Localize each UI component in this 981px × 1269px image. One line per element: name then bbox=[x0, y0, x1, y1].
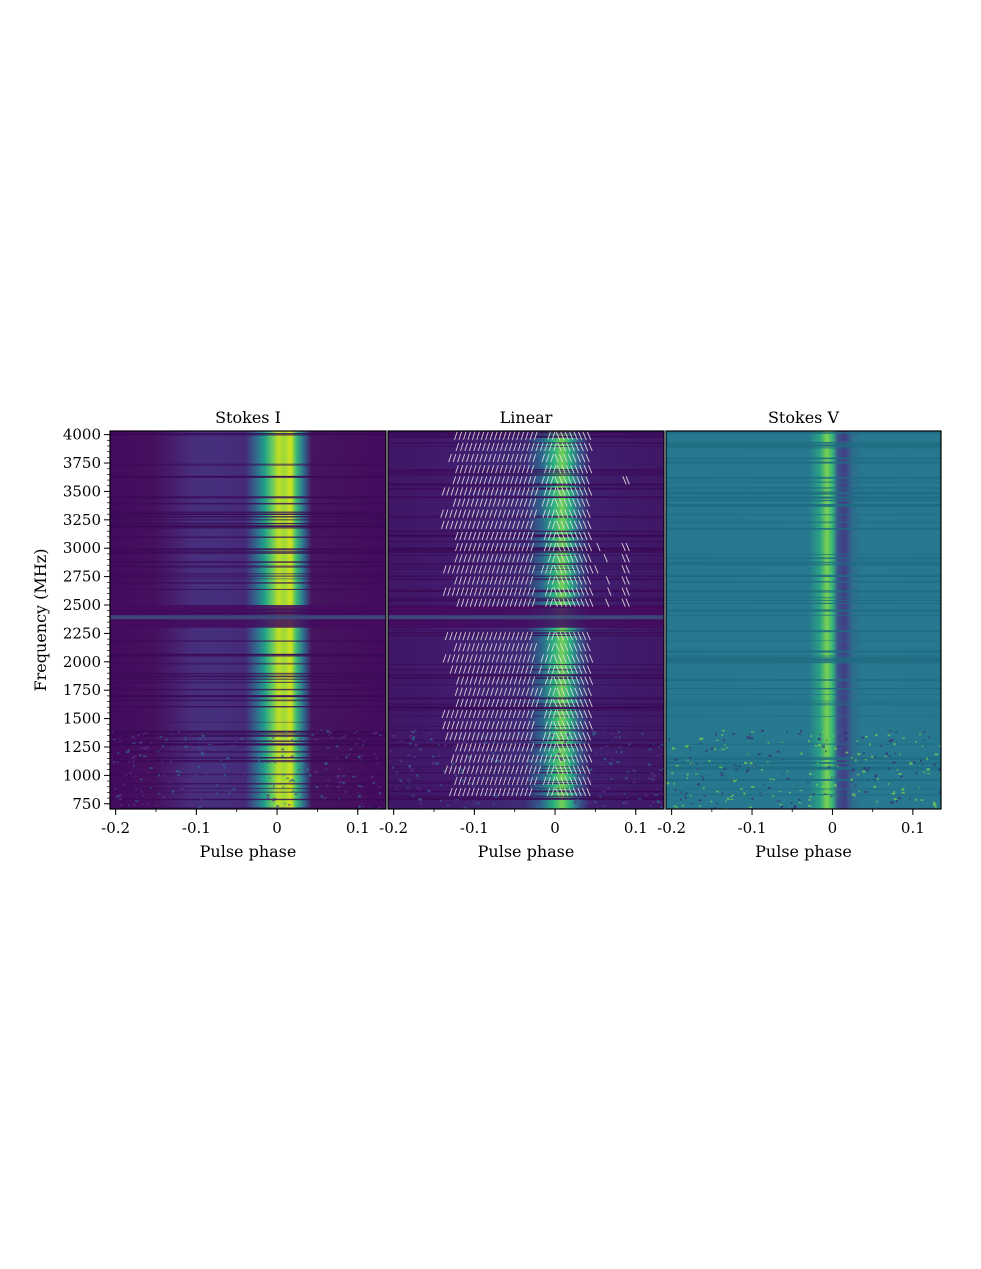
heatmap-1-texture bbox=[110, 433, 386, 809]
x-tick-label-2-1: -0.1 bbox=[460, 819, 489, 837]
y-tick-label-10: 3250 bbox=[63, 511, 101, 529]
y-axis-label: Frequency (MHz) bbox=[31, 549, 50, 692]
axes-frame-2 bbox=[387, 430, 665, 810]
x-tick-label-3-2: 0 bbox=[828, 819, 838, 837]
x-tick-label-2-0: -0.2 bbox=[379, 819, 408, 837]
x-tick-label-2-2: 0 bbox=[550, 819, 560, 837]
x-tick-label-3-1: -0.1 bbox=[738, 819, 767, 837]
heatmap-3-texture bbox=[666, 432, 941, 809]
y-tick-label-9: 3000 bbox=[63, 539, 101, 557]
y-tick-label-1: 1000 bbox=[63, 766, 101, 784]
panel-title-3: Stokes V bbox=[768, 408, 839, 427]
y-tick-label-11: 3500 bbox=[63, 482, 101, 500]
x-tick-label-1-3: 0.1 bbox=[346, 819, 370, 837]
x-tick-label-3-3: 0.1 bbox=[901, 819, 925, 837]
y-tick-label-4: 1750 bbox=[63, 681, 101, 699]
y-tick-label-7: 2500 bbox=[63, 596, 101, 614]
panel-title-1: Stokes I bbox=[215, 408, 281, 427]
y-tick-label-12: 3750 bbox=[63, 454, 101, 472]
x-tick-label-1-1: -0.1 bbox=[182, 819, 211, 837]
y-tick-label-2: 1250 bbox=[63, 738, 101, 756]
y-tick-label-0: 750 bbox=[72, 795, 101, 813]
x-tick-label-3-0: -0.2 bbox=[657, 819, 686, 837]
y-tick-label-8: 2750 bbox=[63, 568, 101, 586]
x-tick-label-1-2: 0 bbox=[272, 819, 282, 837]
y-tick-label-3: 1500 bbox=[63, 710, 101, 728]
y-tick-label-13: 4000 bbox=[63, 426, 101, 444]
axes-frame-1 bbox=[109, 430, 387, 810]
y-tick-label-5: 2000 bbox=[63, 653, 101, 671]
y-tick-label-6: 2250 bbox=[63, 624, 101, 642]
axes-frame-3 bbox=[665, 430, 942, 810]
heatmap-2-texture bbox=[388, 431, 664, 809]
x-tick-label-2-3: 0.1 bbox=[624, 819, 648, 837]
x-axis-label-1: Pulse phase bbox=[200, 842, 297, 861]
x-axis-label-2: Pulse phase bbox=[478, 842, 575, 861]
panel-title-2: Linear bbox=[500, 408, 553, 427]
x-tick-label-1-0: -0.2 bbox=[101, 819, 130, 837]
x-axis-label-3: Pulse phase bbox=[755, 842, 852, 861]
